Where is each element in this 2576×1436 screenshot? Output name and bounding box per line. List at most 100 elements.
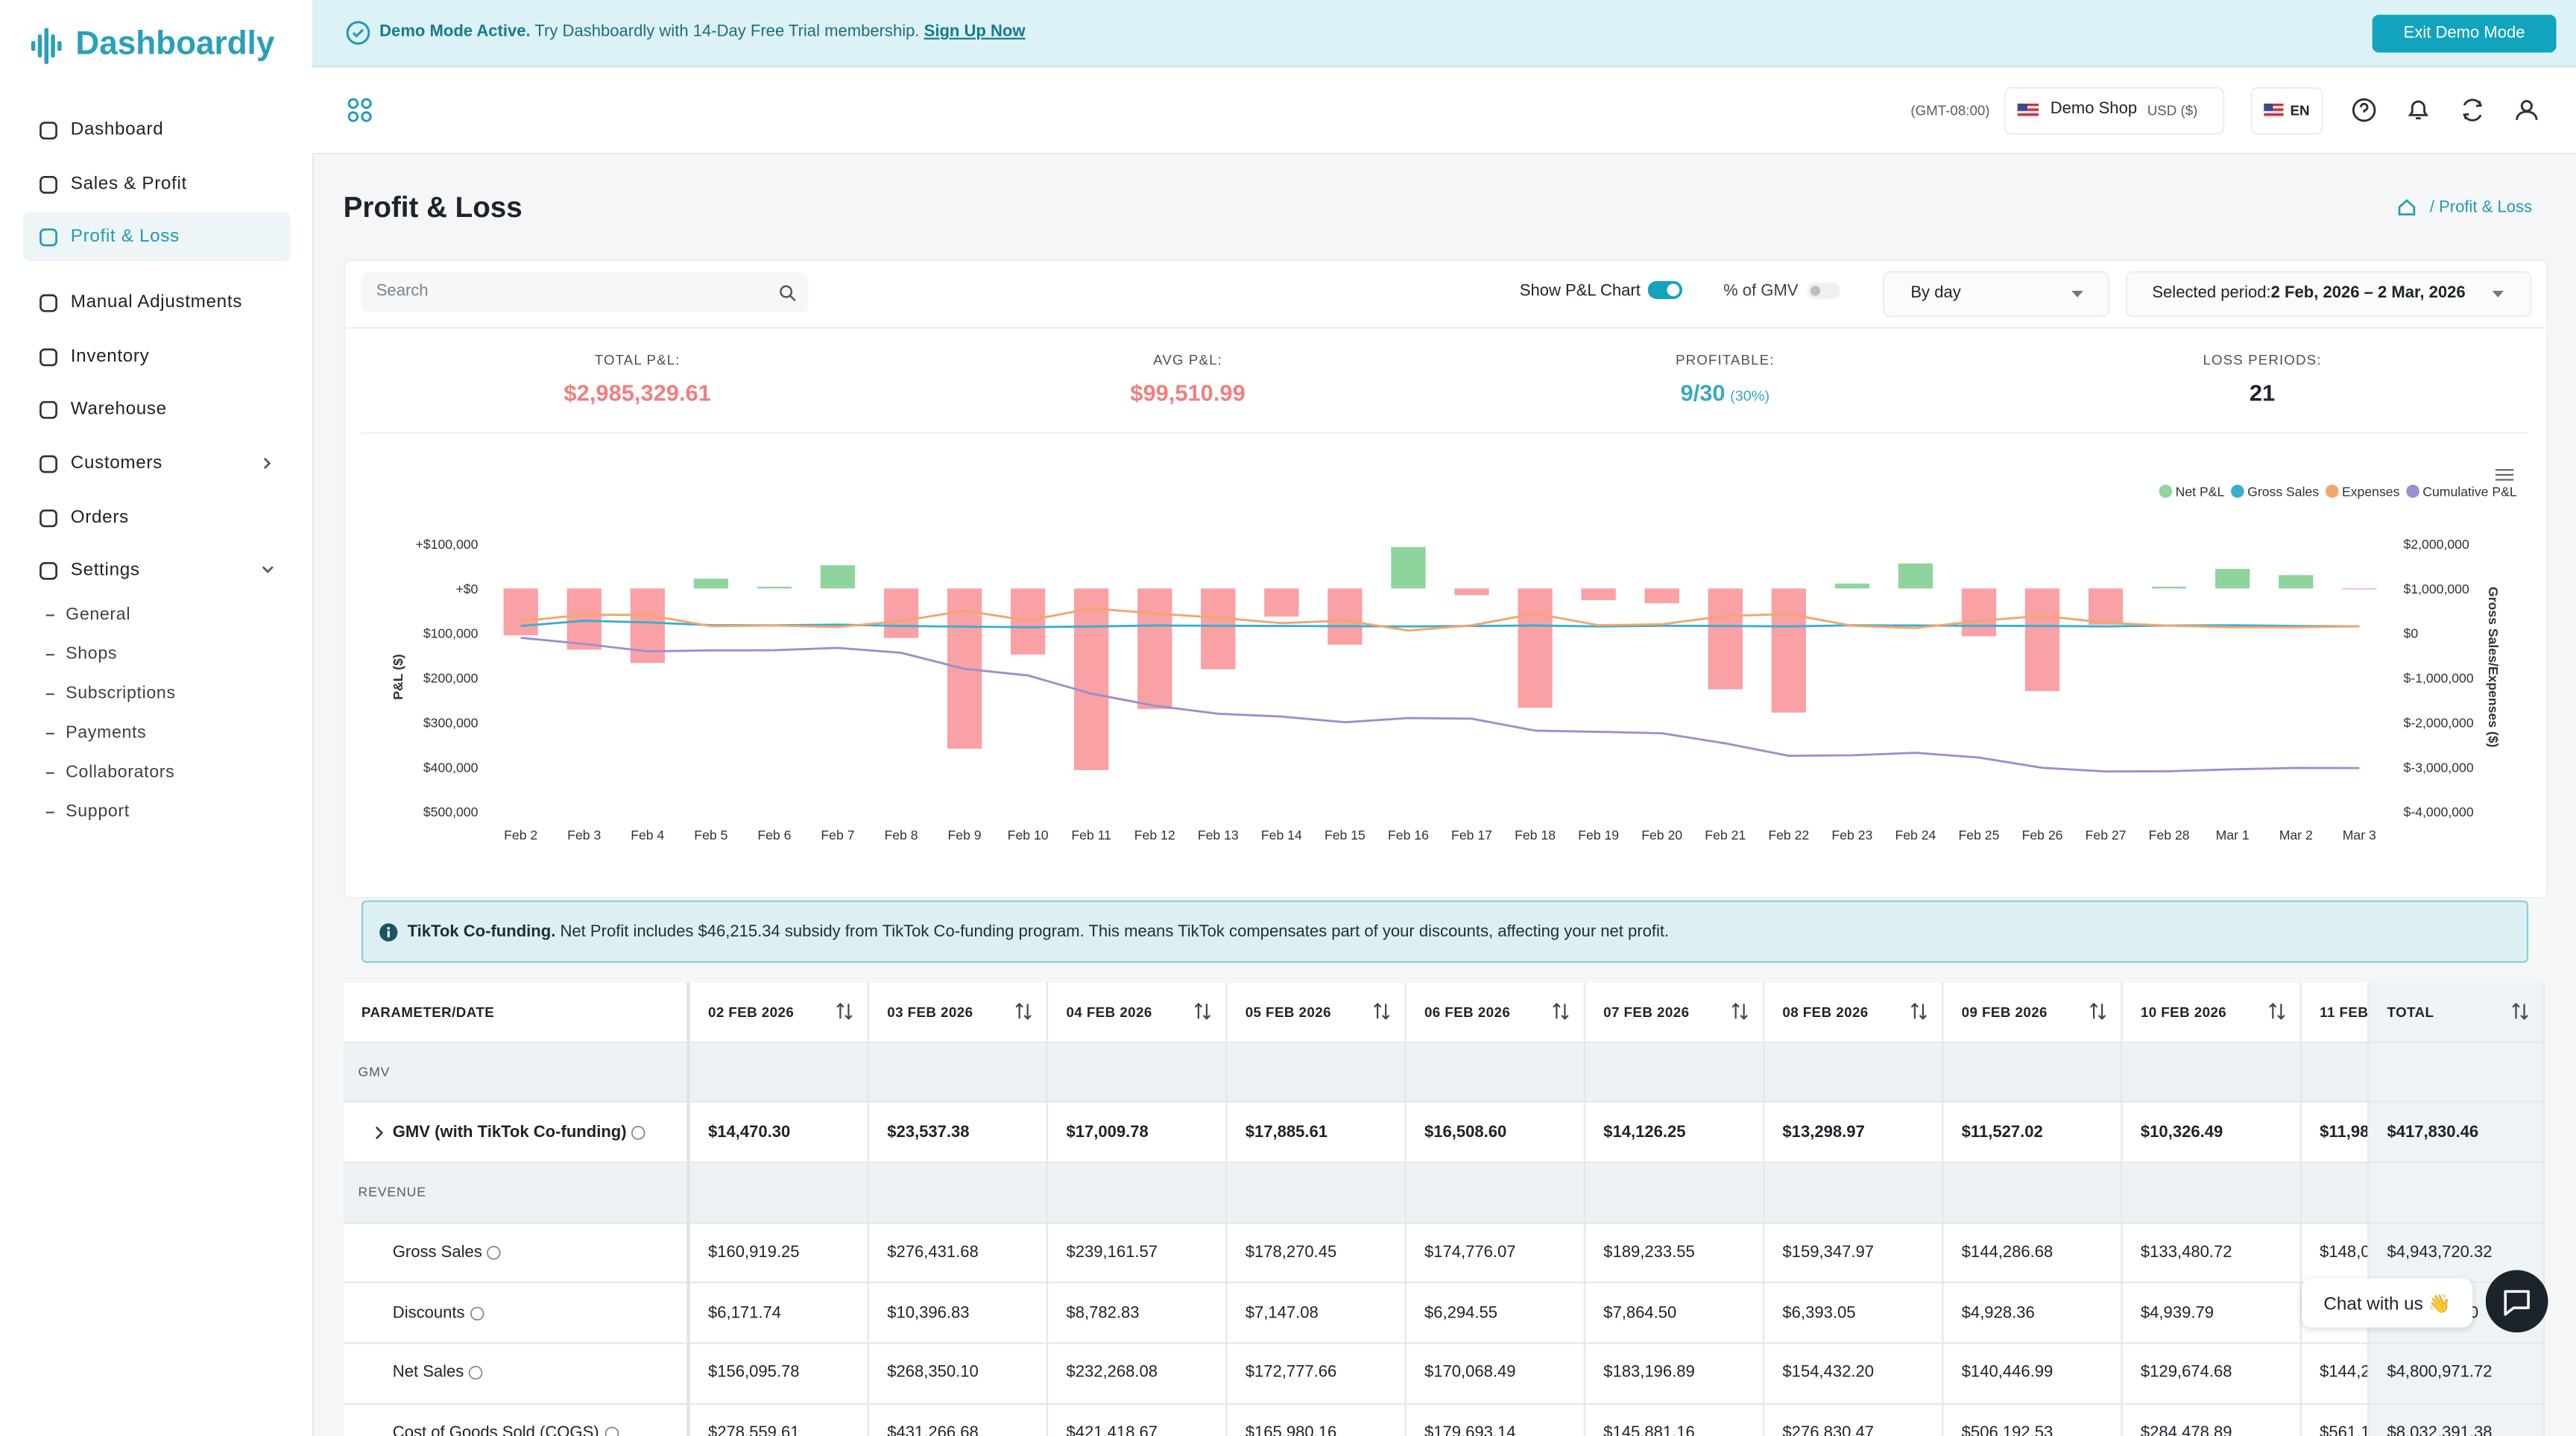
help-icon[interactable] (2352, 98, 2376, 122)
legend-swatch (2325, 485, 2339, 498)
chart-menu[interactable] (2495, 469, 2514, 481)
home-icon[interactable] (2397, 197, 2416, 216)
language-selector[interactable]: EN (2250, 86, 2323, 135)
value-cell: $8,032,391.38 (2369, 1404, 2545, 1436)
chat-button[interactable] (2485, 1270, 2548, 1333)
sort-icon[interactable] (2512, 1002, 2528, 1020)
bell-icon[interactable] (2408, 100, 2429, 120)
nav-item[interactable]: Inventory (23, 332, 291, 381)
value-cell: $160,919.25 (689, 1224, 869, 1285)
bar (566, 588, 602, 650)
expand-icon[interactable] (373, 1125, 386, 1140)
value-cell: $11,98 (2301, 1103, 2370, 1164)
value-cell: $13,298.97 (1764, 1103, 1944, 1164)
section-cell: REVENUE (343, 1163, 690, 1224)
sort-icon[interactable] (1553, 1002, 1569, 1020)
line (520, 607, 2360, 632)
section-cell (1585, 1163, 1765, 1224)
sort-icon[interactable] (836, 1002, 853, 1020)
chat-prompt[interactable]: Chat with us 👋 (2301, 1278, 2473, 1328)
period-select[interactable]: Selected period:2 Feb, 2026 – 2 Mar, 202… (2126, 271, 2532, 318)
icon-shape (40, 508, 57, 527)
fullscreen-icon[interactable] (2463, 98, 2483, 122)
signup-link[interactable]: Sign Up Now (924, 22, 1026, 42)
search-box[interactable]: Search (361, 272, 809, 312)
settings-item[interactable]: General (45, 605, 130, 624)
nav-item[interactable]: Warehouse (23, 385, 291, 434)
section-cell (868, 1042, 1049, 1103)
cell-value: $17,885.61 (1245, 1123, 1328, 1141)
cell-value: $16,508.60 (1424, 1123, 1507, 1141)
column-header: 09 FEB 2026 (1943, 982, 2123, 1043)
nav-item[interactable]: Orders (23, 493, 291, 542)
x-tick-label: Feb 27 (2086, 828, 2127, 843)
notice-text: TikTok Co-funding. Net Profit includes $… (408, 923, 1670, 941)
nav-item[interactable]: Settings (23, 546, 291, 595)
legend-label: Net P&L (2176, 485, 2225, 500)
nav-icon (40, 561, 57, 579)
nav-item[interactable]: Dashboard (23, 105, 291, 154)
sort-icon[interactable] (1015, 1002, 1032, 1020)
nav-item[interactable]: Sales & Profit (23, 160, 291, 209)
value-cell: $417,830.46 (2369, 1103, 2545, 1164)
line (520, 637, 2360, 773)
bar (1708, 588, 1743, 690)
y2-tick-label: $-2,000,000 (2404, 715, 2474, 730)
info-icon (469, 1366, 484, 1381)
cell-value: $239,161.57 (1066, 1244, 1158, 1262)
value-cell: $178,270.45 (1227, 1224, 1407, 1285)
y-tick-label: $500,000 (423, 804, 479, 819)
user-icon[interactable] (2516, 100, 2538, 120)
y-tick-label: $300,000 (423, 715, 479, 730)
nav-item[interactable]: Profit & Loss (22, 212, 291, 262)
cell-value: $154,432.20 (1782, 1364, 1875, 1383)
section-cell (1227, 1042, 1407, 1103)
legend-label: Gross Sales (2247, 485, 2319, 500)
sort-icon[interactable] (1373, 1002, 1390, 1020)
sort-arrows (1731, 1002, 1748, 1020)
pct-gmv-toggle[interactable] (1807, 283, 1843, 302)
cell-value: $8,032,391.38 (2387, 1424, 2493, 1436)
cell-value: $13,298.97 (1782, 1123, 1865, 1141)
stat-value: $99,510.99 (1023, 380, 1352, 406)
sort-icon[interactable] (2269, 1002, 2285, 1020)
y2-tick-label: $2,000,000 (2404, 537, 2469, 552)
cell-value: $431,266.68 (887, 1424, 979, 1436)
exit-demo-button[interactable]: Exit Demo Mode (2372, 14, 2557, 53)
value-cell: $278,559.61 (690, 1404, 869, 1436)
cell-value: $14,126.25 (1603, 1123, 1686, 1141)
cell-value: $276,431.68 (887, 1244, 979, 1262)
value-cell: $156,095.78 (689, 1344, 869, 1405)
nav-item[interactable]: Customers (23, 438, 291, 488)
value-cell: $144,286.68 (1943, 1224, 2123, 1285)
x-tick-label: Feb 4 (631, 828, 664, 843)
settings-item[interactable]: Support (45, 802, 130, 822)
show-chart-toggle[interactable] (1647, 280, 1684, 300)
dash (45, 772, 54, 774)
sort-arrows (1373, 1002, 1390, 1020)
settings-item[interactable]: Collaborators (45, 762, 175, 782)
icon-shape (40, 400, 57, 418)
stat-label: TOTAL P&L: (594, 351, 681, 368)
nav-item[interactable]: Manual Adjustments (23, 277, 291, 327)
sort-icon[interactable] (2089, 1002, 2106, 1020)
settings-item[interactable]: Shops (45, 644, 117, 664)
nav-label: Profit & Loss (70, 227, 180, 247)
cell-value: $165,980.16 (1245, 1424, 1337, 1436)
settings-item[interactable]: Payments (45, 723, 147, 743)
bar (2342, 588, 2377, 590)
sort-icon[interactable] (1194, 1002, 1211, 1020)
topbar-icons (2352, 98, 2538, 122)
shop-selector[interactable]: Demo Shop USD ($) (2004, 86, 2225, 135)
settings-item[interactable]: Subscriptions (45, 684, 176, 703)
chevron-shape (375, 1126, 384, 1139)
sort-icon[interactable] (1731, 1002, 1748, 1020)
icon-shape (40, 347, 57, 366)
demo-banner: Demo Mode Active. Try Dashboardly with 1… (312, 0, 2576, 68)
period-text: Selected period:2 Feb, 2026 – 2 Mar, 202… (2152, 284, 2465, 302)
bar (1518, 588, 1553, 708)
apps-icon[interactable] (347, 97, 373, 123)
granularity-select[interactable]: By day (1882, 271, 2110, 318)
icon-shape (40, 227, 57, 246)
sort-icon[interactable] (1910, 1002, 1928, 1020)
